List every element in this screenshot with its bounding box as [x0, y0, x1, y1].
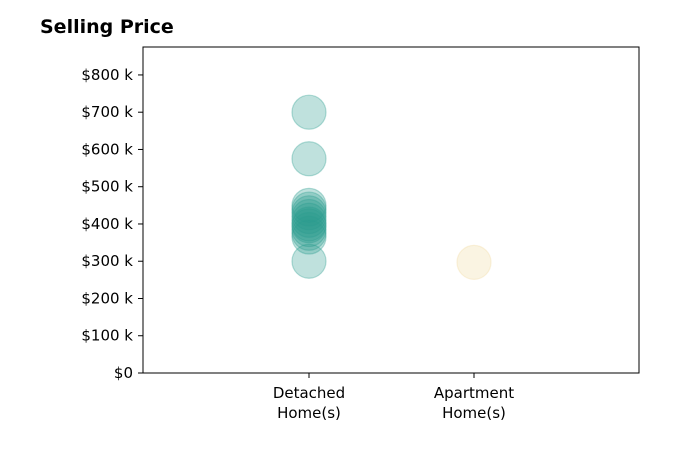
y-tick-label: $400 k [81, 215, 133, 233]
y-tick-label: $0 [114, 364, 133, 382]
y-tick-label: $800 k [81, 66, 133, 84]
data-point [291, 208, 327, 244]
data-point [291, 243, 327, 279]
plot-frame [142, 46, 640, 374]
x-tick-label: Detached Home(s) [273, 384, 345, 422]
data-point [291, 198, 327, 235]
y-tick-label: $100 k [81, 327, 133, 345]
x-tick-label-line: Apartment [434, 384, 514, 402]
data-point [291, 187, 327, 223]
chart-title: Selling Price [40, 16, 174, 38]
x-tick-label-line: Home(s) [277, 404, 341, 422]
data-point [291, 202, 327, 238]
data-point [291, 219, 327, 255]
y-tick-label: $300 k [81, 252, 133, 270]
data-point [291, 195, 327, 231]
data-point [291, 206, 327, 242]
axes-layer: $0 $100 k $200 k $300 k $400 k $500 k $600 k $7… [81, 46, 640, 422]
x-tick-label-line: Detached [273, 384, 345, 402]
y-tick-label: $500 k [81, 178, 133, 196]
data-point [291, 191, 327, 227]
y-tick-label: $600 k [81, 140, 133, 158]
data-point [291, 215, 327, 251]
data-point [456, 244, 492, 280]
x-tick-label: Apartment Home(s) [434, 384, 514, 422]
y-tick-label: $200 k [81, 289, 133, 307]
plot-layer [291, 94, 492, 280]
data-point [291, 94, 327, 130]
data-point [291, 211, 327, 248]
x-tick-label-line: Home(s) [442, 404, 506, 422]
y-tick-label: $700 k [81, 103, 133, 121]
data-point [291, 141, 327, 177]
